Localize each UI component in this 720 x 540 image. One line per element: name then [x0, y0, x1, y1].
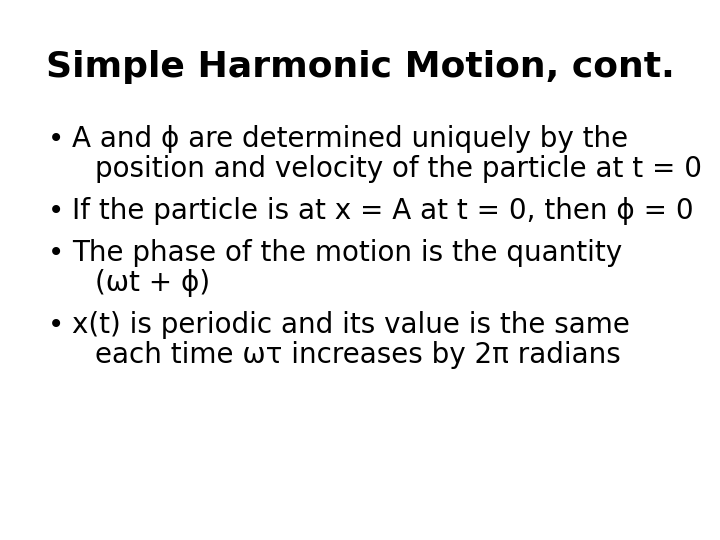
Text: A and ϕ are determined uniquely by the: A and ϕ are determined uniquely by the: [72, 125, 628, 153]
Text: each time ωτ increases by 2π radians: each time ωτ increases by 2π radians: [95, 341, 621, 369]
Text: •: •: [48, 197, 64, 225]
Text: The phase of the motion is the quantity: The phase of the motion is the quantity: [72, 239, 622, 267]
Text: •: •: [48, 239, 64, 267]
Text: If the particle is at x = A at t = 0, then ϕ = 0: If the particle is at x = A at t = 0, th…: [72, 197, 693, 225]
Text: •: •: [48, 125, 64, 153]
Text: position and velocity of the particle at t = 0: position and velocity of the particle at…: [95, 155, 702, 183]
Text: Simple Harmonic Motion, cont.: Simple Harmonic Motion, cont.: [45, 50, 675, 84]
Text: (ωt + ϕ): (ωt + ϕ): [95, 269, 210, 297]
Text: x(t) is periodic and its value is the same: x(t) is periodic and its value is the sa…: [72, 311, 630, 339]
Text: •: •: [48, 311, 64, 339]
